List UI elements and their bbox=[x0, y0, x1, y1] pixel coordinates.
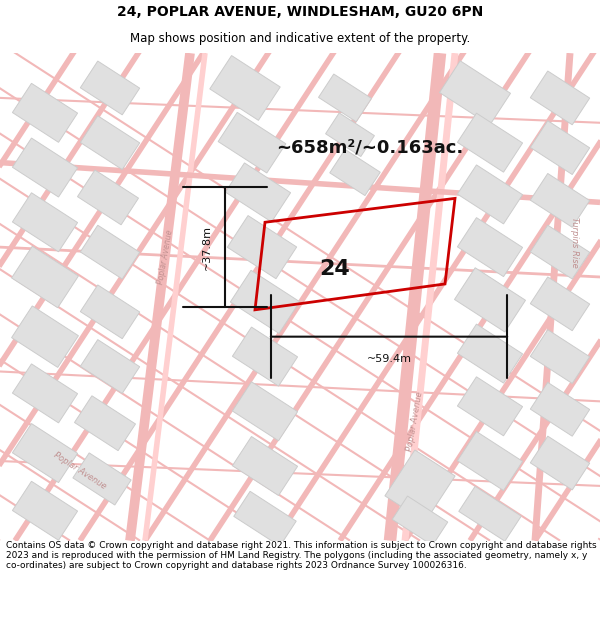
Bar bbox=[13, 424, 77, 483]
Bar bbox=[11, 246, 79, 308]
Text: ~658m²/~0.163ac.: ~658m²/~0.163ac. bbox=[277, 139, 464, 157]
Bar bbox=[232, 327, 298, 386]
Bar bbox=[439, 61, 511, 125]
Bar bbox=[454, 268, 526, 332]
Bar bbox=[230, 270, 299, 333]
Bar bbox=[80, 116, 140, 169]
Bar bbox=[319, 74, 371, 122]
Bar bbox=[457, 431, 523, 491]
Bar bbox=[13, 138, 77, 197]
Text: Poplar Avenue: Poplar Avenue bbox=[406, 391, 425, 452]
Bar bbox=[13, 481, 77, 540]
Bar bbox=[234, 491, 296, 546]
Bar bbox=[457, 165, 523, 224]
Text: Map shows position and indicative extent of the property.: Map shows position and indicative extent… bbox=[130, 32, 470, 45]
Bar bbox=[530, 436, 590, 490]
Text: 24, POPLAR AVENUE, WINDLESHAM, GU20 6PN: 24, POPLAR AVENUE, WINDLESHAM, GU20 6PN bbox=[117, 4, 483, 19]
Bar bbox=[232, 436, 298, 496]
Bar bbox=[80, 285, 140, 339]
Bar bbox=[530, 277, 590, 331]
Bar bbox=[530, 174, 590, 228]
Bar bbox=[80, 225, 140, 279]
Bar bbox=[330, 149, 380, 196]
Bar bbox=[459, 486, 521, 541]
Bar bbox=[218, 112, 286, 173]
Bar bbox=[74, 396, 136, 451]
Bar bbox=[530, 329, 590, 384]
Text: ~37.8m: ~37.8m bbox=[202, 224, 212, 269]
Text: ~59.4m: ~59.4m bbox=[367, 354, 412, 364]
Text: Poplar Avenue: Poplar Avenue bbox=[52, 451, 108, 491]
Bar bbox=[210, 56, 280, 121]
Bar bbox=[530, 121, 590, 174]
Bar bbox=[232, 382, 298, 441]
Bar bbox=[326, 113, 374, 156]
Bar bbox=[385, 450, 455, 522]
Bar bbox=[227, 216, 296, 279]
Bar bbox=[13, 364, 77, 423]
Bar bbox=[13, 192, 77, 252]
Bar bbox=[392, 496, 448, 546]
Text: Poplar Avenue: Poplar Avenue bbox=[156, 229, 174, 285]
Bar bbox=[77, 170, 139, 225]
Bar bbox=[530, 225, 590, 279]
Bar bbox=[80, 61, 140, 115]
Bar bbox=[11, 306, 79, 368]
Bar bbox=[226, 163, 290, 222]
Bar bbox=[457, 217, 523, 277]
Bar bbox=[80, 339, 140, 393]
Text: Turpins Rise: Turpins Rise bbox=[571, 217, 580, 268]
Bar bbox=[13, 83, 77, 142]
Text: Contains OS data © Crown copyright and database right 2021. This information is : Contains OS data © Crown copyright and d… bbox=[6, 541, 596, 571]
Bar bbox=[457, 113, 523, 172]
Bar bbox=[530, 382, 590, 436]
Bar bbox=[73, 453, 131, 505]
Bar bbox=[530, 71, 590, 125]
Bar bbox=[457, 377, 523, 436]
Text: 24: 24 bbox=[320, 259, 350, 279]
Bar bbox=[457, 324, 523, 383]
